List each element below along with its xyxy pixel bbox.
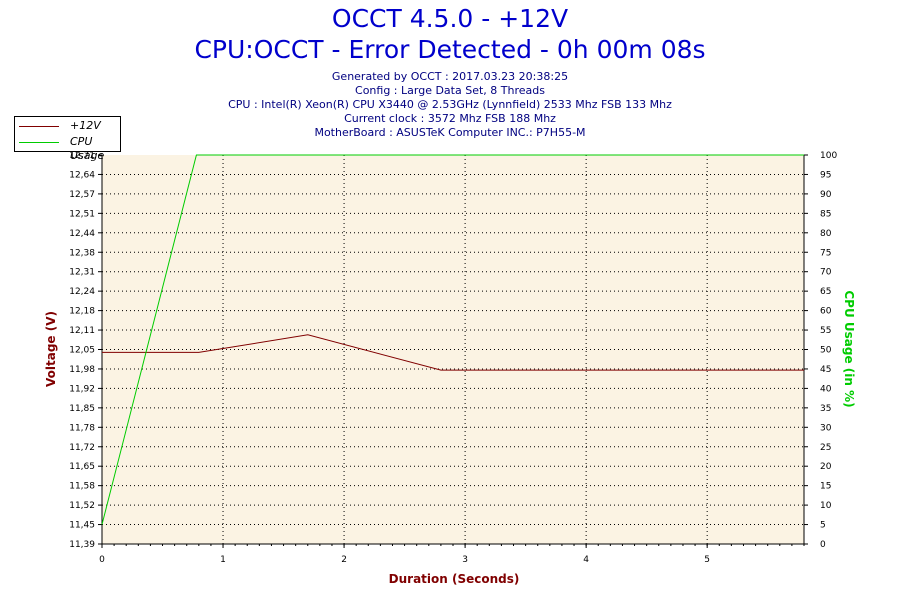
y2-tick-label: 55 — [820, 326, 831, 336]
y2-tick-label: 5 — [820, 521, 826, 531]
x-tick-label: 1 — [220, 555, 226, 565]
y-tick-label: 11,85 — [69, 404, 95, 414]
y-tick-label: 12,18 — [69, 307, 95, 317]
chart-title: OCCT 4.5.0 - +12V — [331, 4, 569, 33]
legend-item-cpu: CPU Usage — [15, 135, 120, 162]
y2-tick-label: 75 — [820, 248, 831, 258]
series-line-voltage — [102, 334, 804, 371]
x-tick-label: 4 — [583, 555, 589, 565]
legend-swatch-cpu — [19, 142, 59, 143]
info-cpu: CPU : Intel(R) Xeon(R) CPU X3440 @ 2.53G… — [228, 98, 672, 111]
y2-tick-label: 20 — [820, 462, 832, 472]
y-tick-label: 12,31 — [69, 268, 95, 278]
y2-tick-label: 100 — [820, 151, 837, 161]
y-tick-label: 11,92 — [69, 384, 95, 394]
y-tick-label: 12,71 — [69, 151, 95, 161]
info-config: Config : Large Data Set, 8 Threads — [355, 84, 545, 97]
y2-tick-label: 35 — [820, 404, 831, 414]
y2-tick-label: 40 — [820, 384, 832, 394]
y2-tick-label: 10 — [820, 501, 832, 511]
y2-tick-label: 85 — [820, 209, 831, 219]
x-tick-label: 5 — [704, 555, 710, 565]
series-line-cpu — [101, 154, 804, 525]
info-clock: Current clock : 3572 Mhz FSB 188 Mhz — [344, 112, 556, 125]
y-tick-label: 12,05 — [69, 346, 95, 356]
legend-swatch-voltage — [19, 126, 59, 127]
y-tick-label: 11,45 — [69, 521, 95, 531]
y2-axis-label: CPU Usage (in %) — [842, 290, 856, 407]
y2-tick-label: 90 — [820, 190, 832, 200]
y-tick-label: 11,65 — [69, 462, 95, 472]
info-motherboard: MotherBoard : ASUSTeK Computer INC.: P7H… — [314, 126, 586, 139]
y-tick-label: 12,57 — [69, 190, 95, 200]
y-tick-label: 11,72 — [69, 443, 95, 453]
y-tick-label: 11,78 — [69, 423, 95, 433]
x-axis-label: Duration (Seconds) — [389, 572, 520, 586]
y2-tick-label: 60 — [820, 307, 832, 317]
legend-label-cpu: CPU Usage — [70, 135, 105, 162]
info-generated: Generated by OCCT : 2017.03.23 20:38:25 — [331, 70, 569, 83]
y2-tick-label: 15 — [820, 482, 831, 492]
y2-tick-label: 25 — [820, 443, 831, 453]
y2-tick-label: 95 — [820, 170, 831, 180]
y2-tick-label: 45 — [820, 365, 831, 375]
y-tick-label: 12,64 — [69, 170, 95, 180]
y-tick-label: 12,51 — [69, 209, 95, 219]
legend-label-voltage: +12V — [70, 119, 101, 132]
y2-tick-label: 80 — [820, 229, 832, 239]
y2-tick-label: 30 — [820, 423, 832, 433]
y-tick-label: 12,24 — [69, 287, 95, 297]
y-axis-label: Voltage (V) — [44, 311, 58, 387]
x-tick-label: 2 — [341, 555, 347, 565]
y2-tick-label: 0 — [820, 540, 826, 550]
x-tick-label: 0 — [99, 555, 105, 565]
y-tick-label: 12,38 — [69, 248, 95, 258]
x-tick-label: 3 — [462, 555, 468, 565]
y-tick-label: 11,52 — [69, 501, 95, 511]
y2-tick-label: 70 — [820, 268, 832, 278]
legend: +12V CPU Usage — [14, 116, 121, 162]
y-tick-label: 11,58 — [69, 482, 95, 492]
y-tick-label: 11,98 — [69, 365, 95, 375]
y-tick-label: 12,11 — [69, 326, 95, 336]
y-tick-label: 12,44 — [69, 229, 95, 239]
y2-tick-label: 65 — [820, 287, 831, 297]
chart-subtitle: CPU:OCCT - Error Detected - 0h 00m 08s — [194, 35, 706, 64]
y-tick-label: 11,39 — [69, 540, 95, 550]
y2-tick-label: 50 — [820, 346, 832, 356]
legend-item-voltage: +12V — [15, 119, 120, 133]
